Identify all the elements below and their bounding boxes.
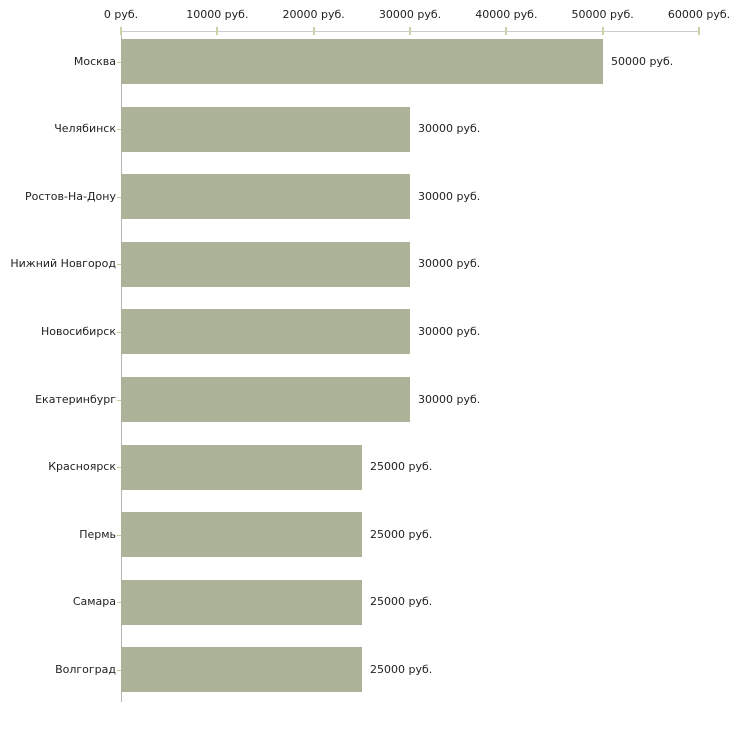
y-axis-tick [117,535,121,536]
bar [121,309,410,355]
y-axis-tick [117,400,121,401]
x-axis-tick [505,27,508,35]
value-label: 25000 руб. [370,662,433,676]
value-label: 50000 руб. [611,54,674,68]
bar [121,241,410,287]
category-label: Москва [73,54,116,68]
value-label: 25000 руб. [370,460,433,474]
y-axis-tick [117,670,121,671]
x-axis-tick [409,27,411,35]
x-axis-tick-label: 10000 руб. [186,8,249,21]
x-axis-tick [698,27,700,35]
x-axis-tick [120,27,122,35]
x-axis-tick-label: 0 руб. [103,8,139,21]
value-label: 25000 руб. [370,595,433,609]
y-axis-tick [117,332,121,333]
value-label: 30000 руб. [418,257,481,271]
y-axis-tick [117,197,121,198]
bar [121,174,410,220]
x-axis-tick-label: 30000 руб. [378,8,442,21]
bar [121,444,362,490]
category-label: Челябинск [54,122,116,136]
category-label: Самара [72,595,116,609]
category-label: Ростов-На-Дону [24,189,116,203]
y-axis-tick [117,129,121,130]
bar [121,39,603,84]
x-axis-tick [601,27,604,35]
bar [121,377,410,422]
value-label: 30000 руб. [418,392,481,406]
y-axis-tick [117,264,121,265]
x-axis-tick-label: 60000 руб. [667,8,730,21]
x-axis-tick-label: 40000 руб. [475,8,538,21]
category-label: Екатеринбург [35,392,116,406]
bar [121,647,362,693]
x-axis-tick [216,27,219,35]
value-label: 25000 руб. [370,527,433,541]
category-label: Пермь [79,527,116,541]
y-axis-tick [117,467,121,468]
y-axis-tick [117,62,121,63]
y-axis-tick [117,602,121,603]
bar [121,512,362,558]
x-axis-tick-label: 50000 руб. [571,8,634,21]
bar [121,579,362,625]
bar [121,106,410,152]
x-axis-tick [312,27,315,35]
value-label: 30000 руб. [418,189,481,203]
category-label: Волгоград [55,662,116,676]
y-axis-line [121,31,122,702]
category-label: Нижний Новгород [10,257,116,271]
value-label: 30000 руб. [418,324,481,338]
x-axis-tick-label: 20000 руб. [282,8,345,21]
category-label: Новосибирск [40,324,116,338]
category-label: Красноярск [48,460,116,474]
value-label: 30000 руб. [418,122,481,136]
